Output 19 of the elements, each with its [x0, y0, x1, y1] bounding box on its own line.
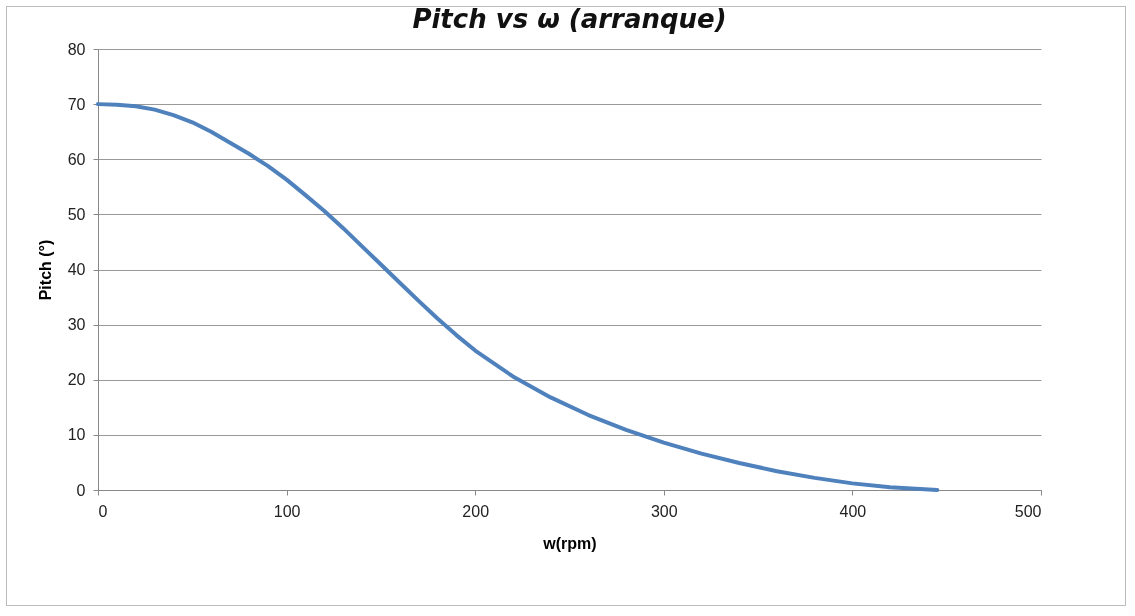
x-axis-title: w(rpm) — [542, 534, 597, 552]
y-tick-label: 50 — [67, 205, 86, 223]
y-axis-title: Pitch (°) — [36, 239, 54, 301]
y-tick-label: 30 — [67, 316, 86, 334]
y-tick-label: 0 — [76, 481, 86, 499]
y-tick-label: 10 — [67, 426, 86, 444]
y-tick-label: 80 — [67, 40, 86, 58]
y-tick-label: 40 — [67, 261, 86, 278]
y-tick-label: 60 — [67, 150, 86, 168]
x-tick-label: 300 — [650, 502, 678, 520]
y-tick-label: 70 — [67, 95, 86, 113]
y-tick-label: 20 — [67, 371, 86, 389]
x-tick-label: 0 — [98, 502, 108, 520]
x-tick-label: 500 — [1014, 502, 1042, 520]
x-tick-label: 400 — [839, 502, 867, 520]
x-tick-label: 100 — [273, 502, 301, 520]
chart-title: Pitch vs ω (arranque) — [412, 4, 727, 34]
line-series — [96, 102, 940, 492]
x-tick-label: 200 — [462, 502, 490, 520]
